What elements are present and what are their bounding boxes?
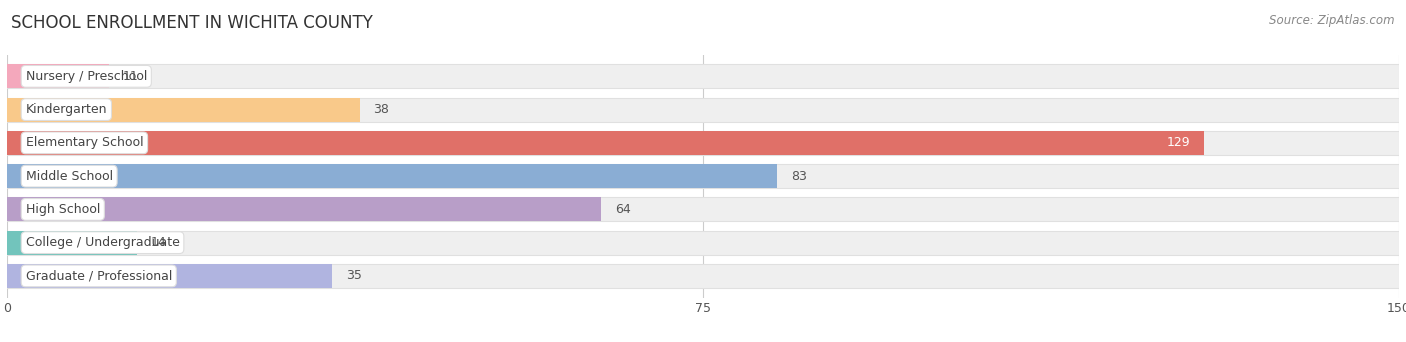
Text: 129: 129 <box>1167 136 1191 149</box>
Bar <box>7 97 1399 121</box>
Bar <box>7 231 1399 255</box>
Bar <box>7 64 110 88</box>
Text: 64: 64 <box>614 203 631 216</box>
Text: Middle School: Middle School <box>25 170 112 183</box>
Bar <box>7 131 1399 155</box>
Text: Source: ZipAtlas.com: Source: ZipAtlas.com <box>1270 14 1395 27</box>
Bar <box>7 97 360 121</box>
Text: Nursery / Preschool: Nursery / Preschool <box>25 70 148 83</box>
Text: Kindergarten: Kindergarten <box>25 103 107 116</box>
Text: Elementary School: Elementary School <box>25 136 143 149</box>
Text: Graduate / Professional: Graduate / Professional <box>25 269 172 282</box>
Bar <box>7 164 778 188</box>
Text: 11: 11 <box>124 70 139 83</box>
Text: High School: High School <box>25 203 100 216</box>
Text: 14: 14 <box>150 236 167 249</box>
Bar <box>7 131 1204 155</box>
Bar <box>7 264 332 288</box>
Text: SCHOOL ENROLLMENT IN WICHITA COUNTY: SCHOOL ENROLLMENT IN WICHITA COUNTY <box>11 14 373 32</box>
Bar <box>7 231 136 255</box>
Bar <box>7 197 1399 221</box>
Bar <box>7 64 1399 88</box>
Bar <box>7 197 600 221</box>
Text: 38: 38 <box>374 103 389 116</box>
Bar <box>7 264 1399 288</box>
Text: College / Undergraduate: College / Undergraduate <box>25 236 180 249</box>
Text: 83: 83 <box>792 170 807 183</box>
Text: 35: 35 <box>346 269 361 282</box>
Bar <box>7 164 1399 188</box>
